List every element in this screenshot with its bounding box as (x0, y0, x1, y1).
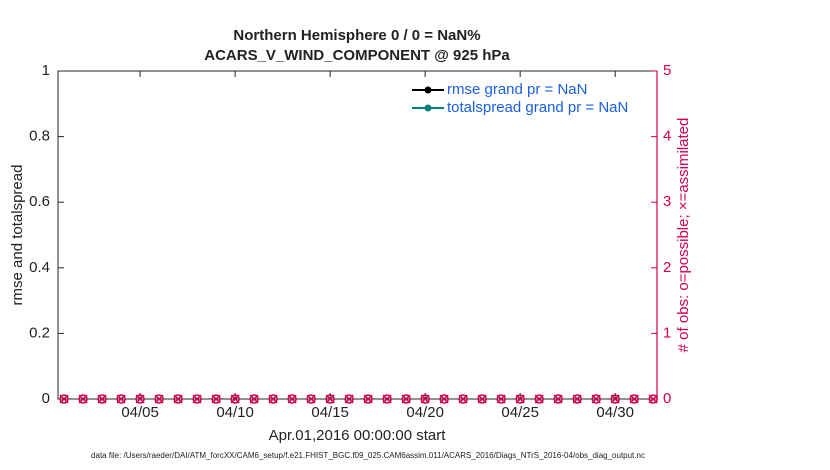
assimilated-marker (382, 394, 392, 404)
possible-marker (230, 394, 240, 404)
x-tick-label: 04/10 (216, 404, 254, 421)
possible-marker (306, 394, 316, 404)
possible-marker (116, 394, 126, 404)
y2-tick-label: 0 (663, 390, 671, 407)
possible-marker (287, 394, 297, 404)
possible-marker (211, 394, 221, 404)
assimilated-marker (154, 394, 164, 404)
legend-label: totalspread grand pr = NaN (447, 99, 628, 116)
possible-marker (97, 394, 107, 404)
y2-tick-label: 2 (663, 259, 671, 276)
legend-label: rmse grand pr = NaN (447, 81, 587, 98)
possible-marker (648, 394, 658, 404)
assimilated-marker (629, 394, 639, 404)
assimilated-marker (59, 394, 69, 404)
possible-marker (458, 394, 468, 404)
possible-marker (363, 394, 373, 404)
possible-marker (420, 394, 430, 404)
possible-marker (534, 394, 544, 404)
assimilated-marker (591, 394, 601, 404)
possible-marker (382, 394, 392, 404)
possible-marker (477, 394, 487, 404)
assimilated-marker (249, 394, 259, 404)
y-tick-label: 0.8 (29, 128, 50, 145)
possible-marker (401, 394, 411, 404)
assimilated-marker (420, 394, 430, 404)
assimilated-marker (515, 394, 525, 404)
assimilated-marker (135, 394, 145, 404)
possible-marker (59, 394, 69, 404)
y2-tick-label: 4 (663, 128, 671, 145)
assimilated-marker (211, 394, 221, 404)
assimilated-marker (553, 394, 563, 404)
assimilated-marker (363, 394, 373, 404)
possible-marker (249, 394, 259, 404)
possible-marker (591, 394, 601, 404)
assimilated-marker (534, 394, 544, 404)
possible-marker (496, 394, 506, 404)
x-tick-label: 04/30 (596, 404, 634, 421)
assimilated-marker (610, 394, 620, 404)
y-tick-label: 0 (42, 390, 50, 407)
y2-axis-label: # of obs: o=possible; ×=assimilated (675, 118, 692, 353)
possible-marker (515, 394, 525, 404)
possible-marker (268, 394, 278, 404)
y-tick-label: 0.6 (29, 193, 50, 210)
footnote: data file: /Users/raeder/DAI/ATM_forcXX/… (91, 451, 645, 460)
assimilated-marker (287, 394, 297, 404)
possible-marker (135, 394, 145, 404)
possible-marker (325, 394, 335, 404)
possible-marker (572, 394, 582, 404)
possible-marker (154, 394, 164, 404)
y-axis-label: rmse and totalspread (9, 165, 26, 306)
x-tick-label: 04/20 (406, 404, 444, 421)
assimilated-marker (173, 394, 183, 404)
assimilated-marker (268, 394, 278, 404)
assimilated-marker (306, 394, 316, 404)
assimilated-marker (78, 394, 88, 404)
assimilated-marker (439, 394, 449, 404)
chart-subtitle: ACARS_V_WIND_COMPONENT @ 925 hPa (204, 47, 510, 64)
legend-marker (424, 86, 432, 94)
possible-marker (192, 394, 202, 404)
assimilated-marker (401, 394, 411, 404)
plot-frame (57, 70, 658, 400)
possible-marker (344, 394, 354, 404)
x-tick-label: 04/05 (121, 404, 159, 421)
chart-title: Northern Hemisphere 0 / 0 = NaN% (233, 27, 480, 44)
y-tick-label: 1 (42, 62, 50, 79)
possible-marker (610, 394, 620, 404)
assimilated-marker (325, 394, 335, 404)
y-tick-label: 0.2 (29, 324, 50, 341)
possible-marker (553, 394, 563, 404)
assimilated-marker (477, 394, 487, 404)
assimilated-marker (97, 394, 107, 404)
y2-tick-label: 3 (663, 193, 671, 210)
possible-marker (78, 394, 88, 404)
assimilated-marker (192, 394, 202, 404)
legend-marker (424, 104, 432, 112)
x-axis-label: Apr.01,2016 00:00:00 start (269, 427, 447, 444)
assimilated-marker (648, 394, 658, 404)
y-tick-label: 0.4 (29, 259, 50, 276)
assimilated-marker (496, 394, 506, 404)
assimilated-marker (458, 394, 468, 404)
y2-tick-label: 5 (663, 62, 671, 79)
possible-marker (173, 394, 183, 404)
assimilated-marker (230, 394, 240, 404)
possible-marker (439, 394, 449, 404)
y2-tick-label: 1 (663, 324, 671, 341)
assimilated-marker (344, 394, 354, 404)
possible-marker (629, 394, 639, 404)
assimilated-marker (116, 394, 126, 404)
assimilated-marker (572, 394, 582, 404)
x-tick-label: 04/25 (501, 404, 539, 421)
x-tick-label: 04/15 (311, 404, 349, 421)
